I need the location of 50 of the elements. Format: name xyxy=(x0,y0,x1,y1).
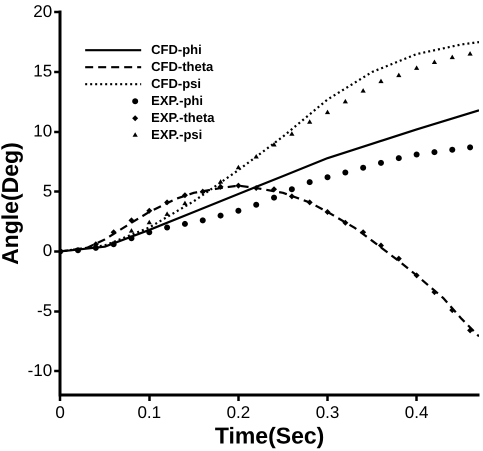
point xyxy=(235,208,242,214)
legend-label: CFD-psi xyxy=(151,76,202,91)
point xyxy=(360,88,366,93)
x-tick-label: 0.2 xyxy=(226,402,250,422)
point xyxy=(450,54,455,60)
point xyxy=(414,65,420,70)
legend-label: CFD-theta xyxy=(151,58,214,74)
point xyxy=(164,224,170,231)
point xyxy=(324,110,330,114)
point xyxy=(431,149,438,156)
point xyxy=(200,217,206,224)
point xyxy=(288,186,295,192)
x-tick-label: 0.1 xyxy=(137,402,162,422)
point xyxy=(324,174,331,180)
point xyxy=(432,59,438,64)
legend-label: EXP.-phi xyxy=(151,92,203,108)
point xyxy=(271,194,278,201)
y-tick-label: 5 xyxy=(42,181,52,200)
y-tick-label: 10 xyxy=(33,122,52,141)
point xyxy=(378,78,384,84)
point xyxy=(396,72,402,78)
point xyxy=(306,179,313,186)
y-tick-label: 0 xyxy=(42,241,52,260)
point xyxy=(414,152,420,158)
y-tick-label: 20 xyxy=(33,2,52,21)
point xyxy=(396,155,402,162)
point xyxy=(235,182,242,189)
point xyxy=(449,146,456,153)
point xyxy=(253,202,260,208)
point xyxy=(467,51,473,56)
y-tick-label: -10 xyxy=(28,360,52,380)
point xyxy=(360,164,366,171)
point xyxy=(342,170,348,176)
legend-label: CFD-phi xyxy=(151,42,202,57)
point xyxy=(342,98,348,104)
point xyxy=(218,212,224,219)
point xyxy=(182,220,188,227)
x-axis-title: Time(Sec) xyxy=(214,422,324,449)
point xyxy=(128,228,134,233)
legend-label: EXP.-theta xyxy=(151,110,216,125)
point xyxy=(307,119,312,124)
y-tick-label: -5 xyxy=(37,300,52,320)
x-tick-label: 0.4 xyxy=(404,402,428,422)
y-tick-label: 15 xyxy=(33,62,52,81)
x-tick-label: 0 xyxy=(55,402,65,422)
point xyxy=(378,160,384,166)
point xyxy=(467,144,474,150)
x-tick-label: 0.3 xyxy=(316,402,340,422)
y-axis-title: Angle(Deg) xyxy=(0,142,24,265)
legend-label: EXP.-psi xyxy=(151,126,202,142)
